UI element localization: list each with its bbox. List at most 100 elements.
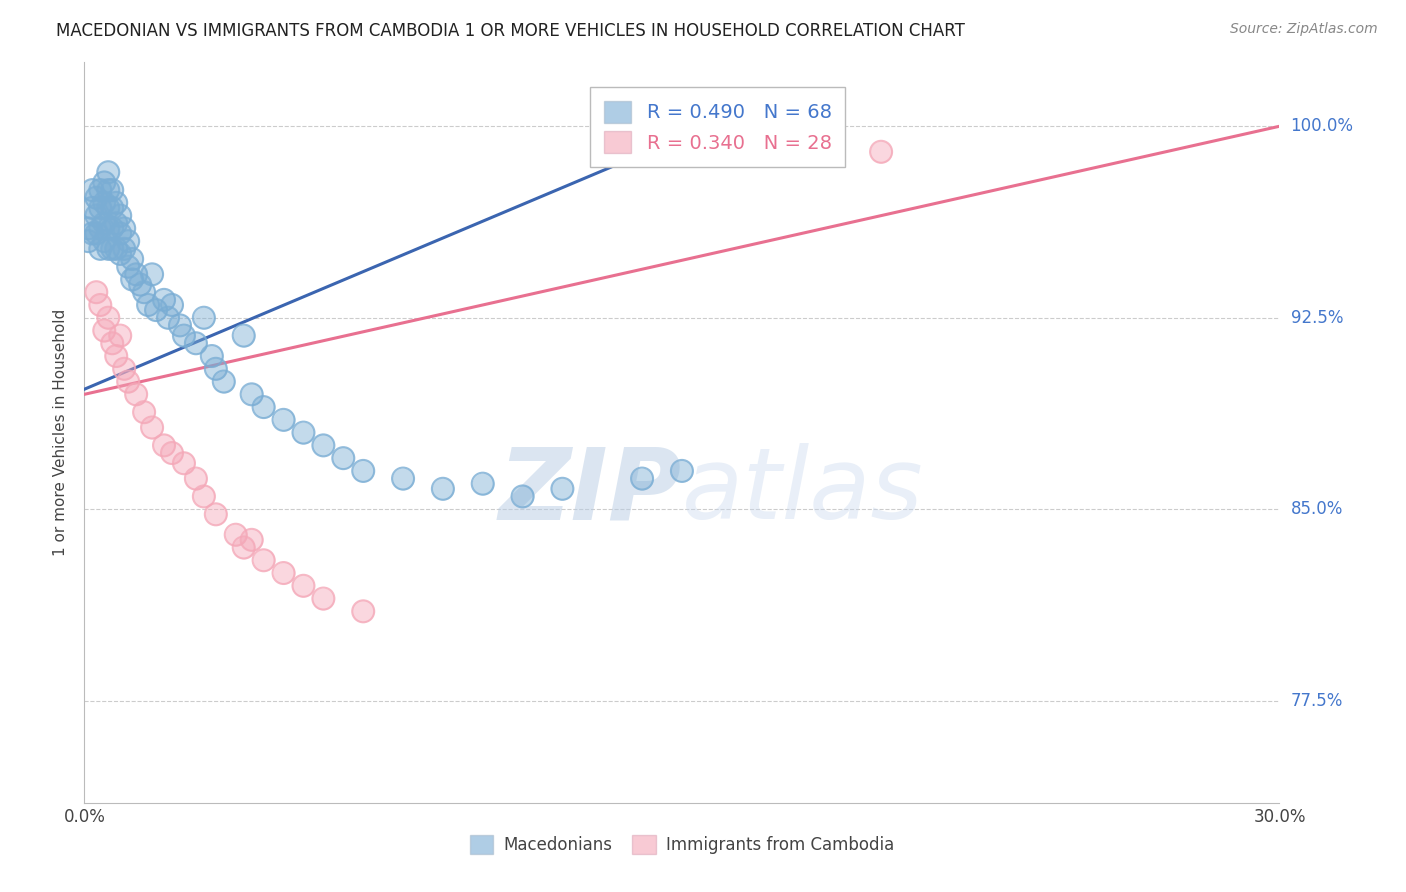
Point	[273, 413, 295, 427]
Point	[205, 508, 228, 522]
Point	[810, 124, 832, 138]
Point	[352, 604, 374, 618]
Point	[121, 272, 143, 286]
Point	[125, 268, 148, 282]
Point	[392, 472, 415, 486]
Point	[212, 375, 235, 389]
Text: 100.0%: 100.0%	[1291, 117, 1354, 136]
Point	[89, 298, 111, 312]
Point	[141, 268, 163, 282]
Point	[101, 242, 124, 256]
Point	[193, 310, 215, 325]
Point	[121, 252, 143, 266]
Point	[93, 195, 115, 210]
Point	[312, 591, 335, 606]
Point	[512, 490, 534, 504]
Point	[870, 145, 893, 159]
Point	[105, 242, 128, 256]
Point	[205, 361, 228, 376]
Point	[77, 234, 100, 248]
Point	[110, 247, 132, 261]
Point	[184, 472, 207, 486]
Point	[240, 533, 263, 547]
Point	[173, 456, 195, 470]
Text: 92.5%: 92.5%	[1291, 309, 1343, 326]
Point	[153, 438, 176, 452]
Point	[117, 234, 139, 248]
Point	[105, 216, 128, 230]
Point	[112, 221, 135, 235]
Point	[86, 209, 108, 223]
Point	[292, 425, 315, 440]
Point	[97, 242, 120, 256]
Point	[82, 183, 104, 197]
Point	[292, 425, 315, 440]
Point	[89, 298, 111, 312]
Point	[810, 124, 832, 138]
Point	[551, 482, 574, 496]
Point	[105, 349, 128, 363]
Point	[97, 165, 120, 179]
Point	[225, 527, 247, 541]
Legend: Macedonians, Immigrants from Cambodia: Macedonians, Immigrants from Cambodia	[464, 829, 900, 861]
Point	[110, 328, 132, 343]
Point	[86, 227, 108, 241]
Point	[129, 277, 152, 292]
Point	[93, 234, 115, 248]
Point	[89, 221, 111, 235]
Point	[101, 201, 124, 215]
Point	[153, 293, 176, 307]
Point	[292, 579, 315, 593]
Point	[225, 527, 247, 541]
Point	[631, 472, 654, 486]
Point	[332, 451, 354, 466]
Point	[121, 272, 143, 286]
Point	[253, 553, 276, 567]
Point	[101, 183, 124, 197]
Point	[93, 216, 115, 230]
Point	[89, 242, 111, 256]
Point	[89, 201, 111, 215]
Point	[97, 183, 120, 197]
Point	[97, 165, 120, 179]
Point	[312, 591, 335, 606]
Point	[125, 387, 148, 401]
Point	[110, 209, 132, 223]
Point	[136, 298, 159, 312]
Point	[112, 221, 135, 235]
Point	[232, 541, 254, 555]
Point	[86, 285, 108, 300]
Point	[153, 293, 176, 307]
Point	[240, 387, 263, 401]
Point	[93, 176, 115, 190]
Point	[93, 324, 115, 338]
Point	[312, 438, 335, 452]
Point	[105, 242, 128, 256]
Point	[160, 446, 183, 460]
Point	[89, 201, 111, 215]
Point	[101, 221, 124, 235]
Point	[132, 285, 156, 300]
Point	[205, 361, 228, 376]
Point	[471, 476, 494, 491]
Point	[253, 400, 276, 414]
Point	[101, 242, 124, 256]
Point	[232, 328, 254, 343]
Point	[110, 247, 132, 261]
Point	[86, 227, 108, 241]
Point	[141, 420, 163, 434]
Point	[117, 260, 139, 274]
Point	[117, 260, 139, 274]
Point	[86, 285, 108, 300]
Point	[97, 183, 120, 197]
Point	[232, 328, 254, 343]
Text: atlas: atlas	[682, 443, 924, 541]
Point	[105, 216, 128, 230]
Point	[112, 361, 135, 376]
Point	[89, 183, 111, 197]
Point	[82, 201, 104, 215]
Point	[112, 361, 135, 376]
Point	[273, 566, 295, 580]
Point	[132, 405, 156, 419]
Point	[153, 438, 176, 452]
